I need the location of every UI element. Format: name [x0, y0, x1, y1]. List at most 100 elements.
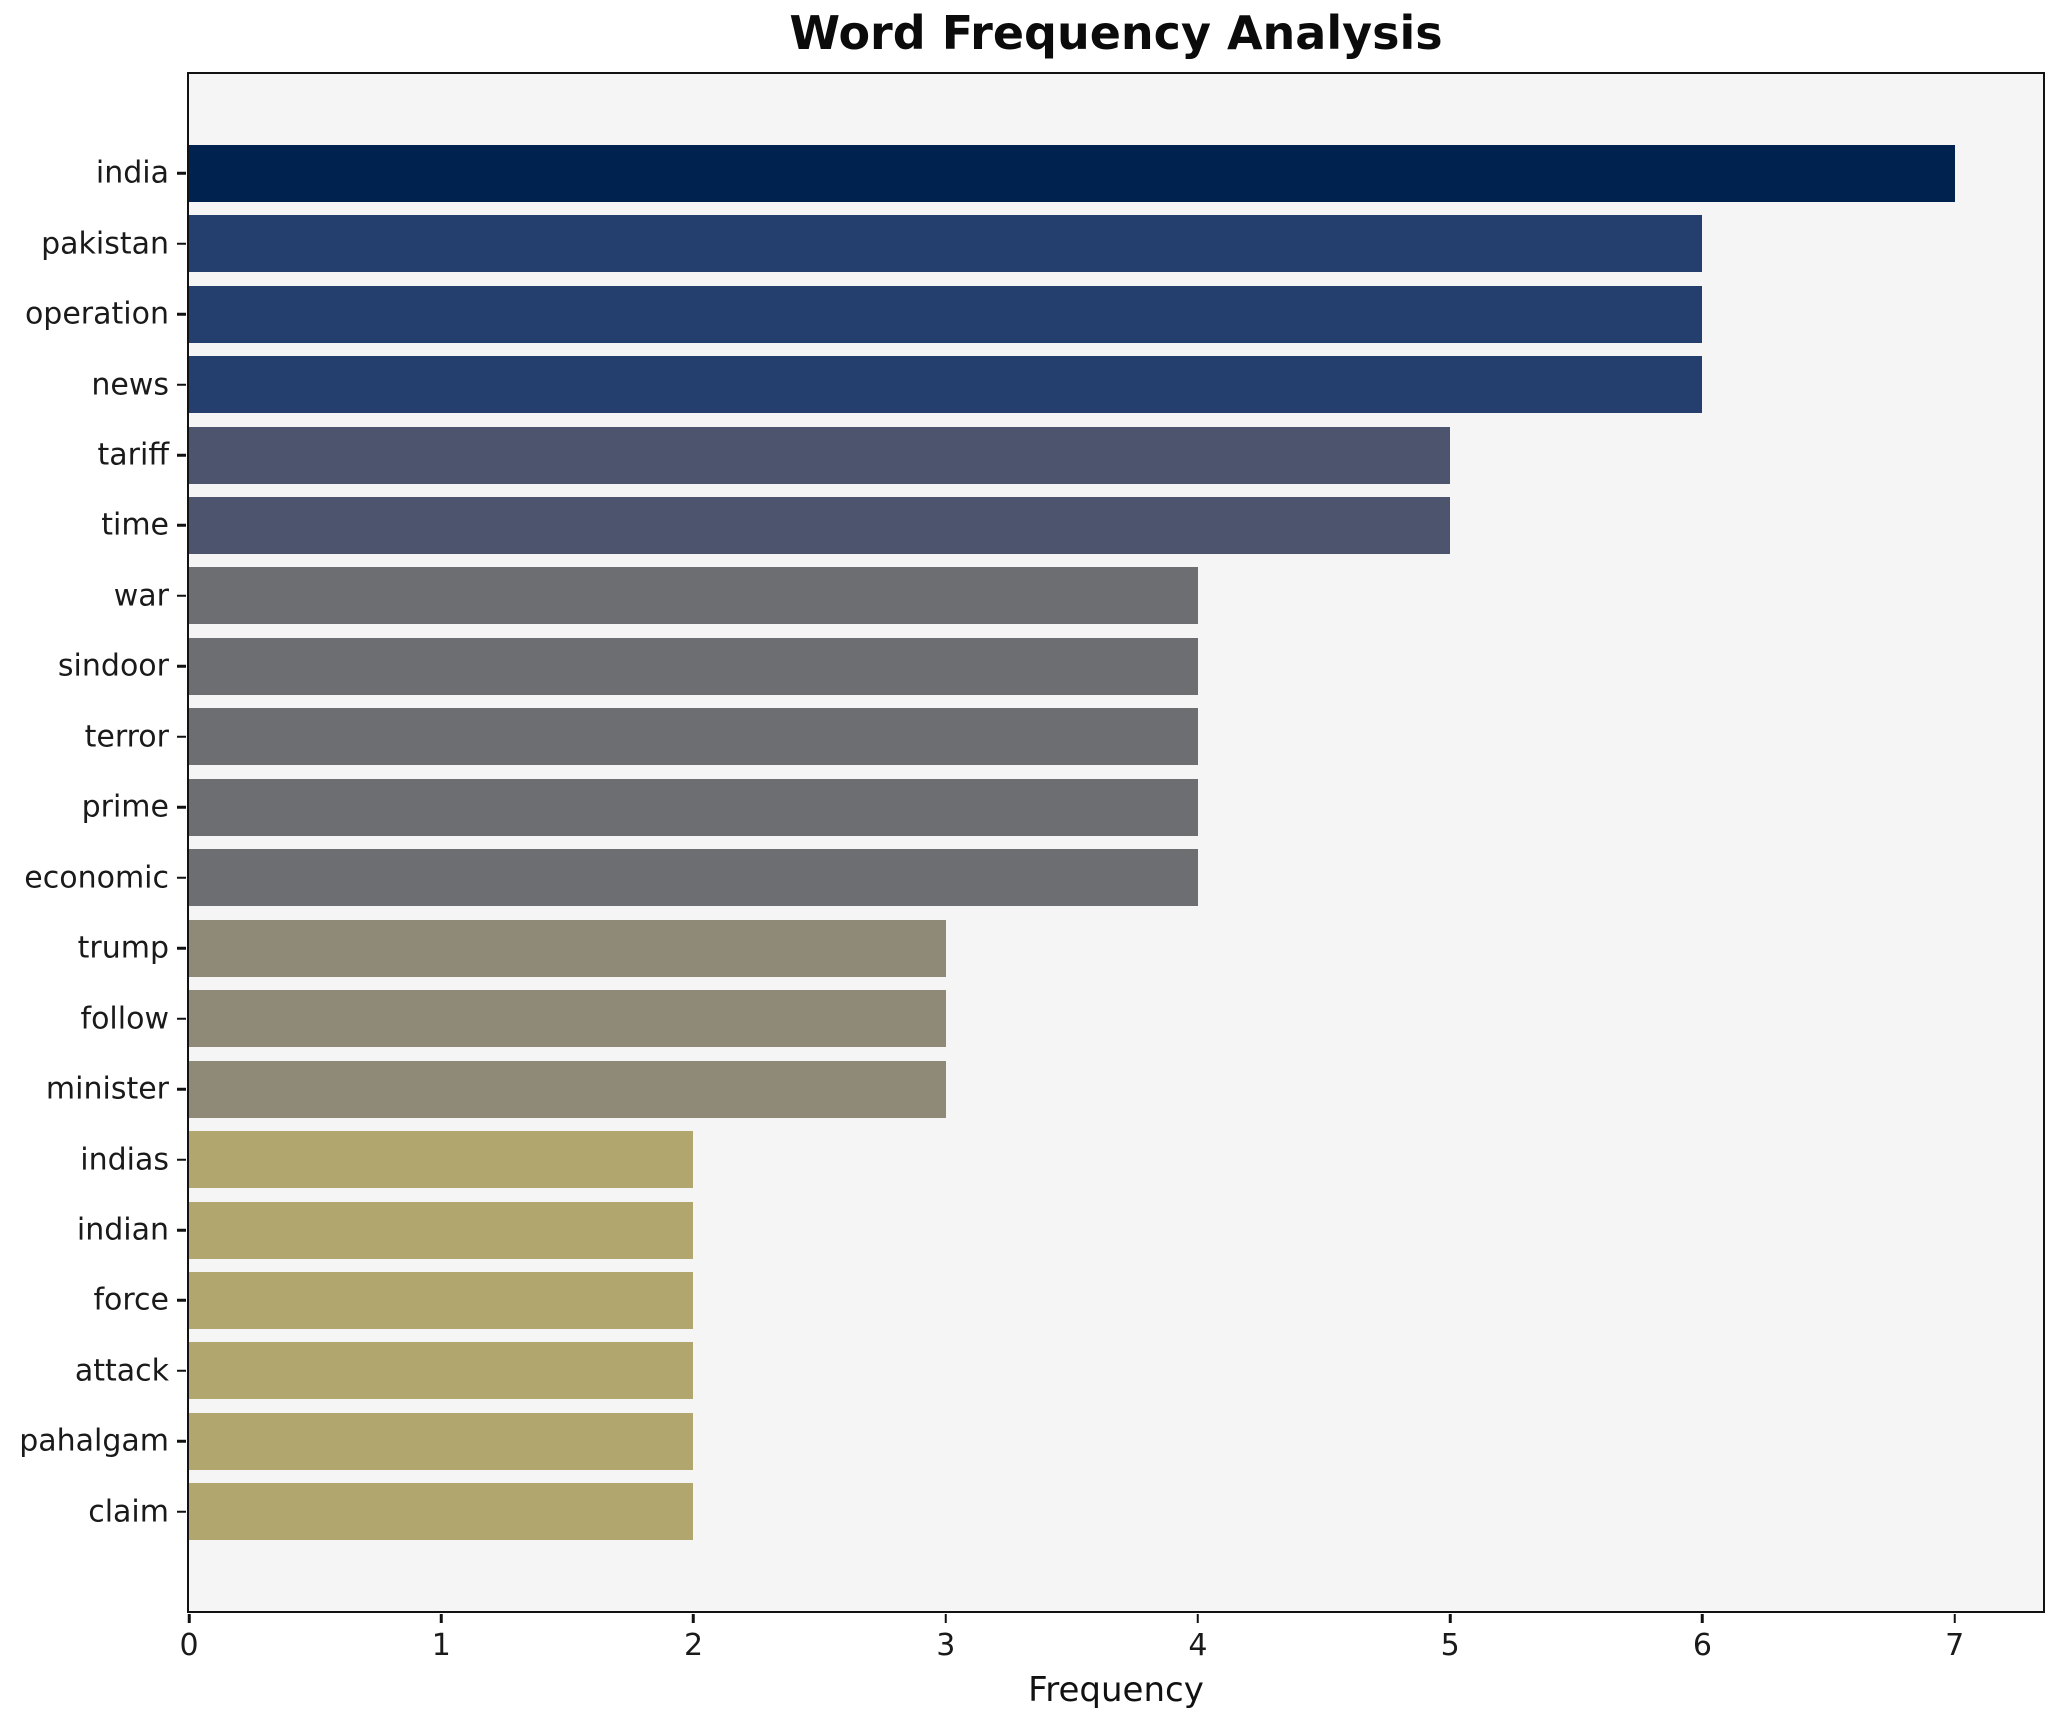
- y-tick-label: attack: [74, 1353, 169, 1389]
- bars-container: india pakistan operation news tariff time war s…: [19, 138, 2043, 1547]
- y-tick-mark: [177, 665, 186, 668]
- y-tick-mark: [177, 1017, 186, 1020]
- y-tick-mark: [177, 1299, 186, 1302]
- y-tick-label: operation: [24, 296, 169, 332]
- y-tick-mark: [177, 1440, 186, 1443]
- bar-row: indian: [77, 1195, 2043, 1265]
- bar-row: trump: [78, 913, 2043, 983]
- bar: [189, 1201, 694, 1259]
- bar-row: tariff: [98, 420, 2043, 490]
- bar-row: indias: [80, 1124, 2043, 1194]
- x-tick-mark: [1196, 1613, 1200, 1623]
- y-tick-mark: [177, 1369, 186, 1373]
- x-tick-label: 1: [431, 1627, 451, 1663]
- bar-row: prime: [82, 772, 2043, 842]
- y-tick-label: war: [113, 578, 169, 614]
- bar: [189, 1271, 694, 1329]
- bar: [189, 919, 946, 977]
- bar-row: follow: [81, 983, 2043, 1053]
- y-tick-label: indian: [76, 1212, 169, 1248]
- y-tick-mark: [177, 383, 186, 386]
- y-tick-label: terror: [84, 719, 169, 755]
- y-tick-label: tariff: [97, 437, 169, 473]
- y-tick-mark: [177, 524, 186, 527]
- bar: [189, 849, 1198, 907]
- x-tick-label: 2: [683, 1627, 704, 1663]
- y-tick-label: indias: [80, 1142, 169, 1178]
- y-tick-mark: [177, 171, 186, 175]
- bar: [189, 778, 1198, 836]
- y-tick-mark: [177, 594, 186, 598]
- x-tick-mark: [944, 1613, 947, 1623]
- y-tick-label: india: [95, 155, 169, 191]
- bar-row: sindoor: [58, 631, 2043, 701]
- bar: [189, 285, 1703, 343]
- y-tick-mark: [177, 735, 186, 739]
- x-tick-label: 6: [1692, 1627, 1713, 1663]
- y-tick-label: trump: [77, 930, 169, 966]
- y-tick-label: prime: [81, 789, 169, 825]
- bar-row: pahalgam: [19, 1406, 2043, 1476]
- bar: [189, 1131, 694, 1189]
- bar-row: time: [101, 490, 2043, 560]
- bar-row: operation: [25, 279, 2043, 349]
- y-tick-label: follow: [80, 1001, 169, 1037]
- bar-row: force: [93, 1265, 2043, 1335]
- y-tick-label: force: [93, 1282, 169, 1318]
- chart-title: Word Frequency Analysis: [789, 6, 1443, 60]
- y-tick-label: economic: [24, 860, 169, 896]
- y-tick-label: minister: [45, 1071, 169, 1107]
- bar: [189, 426, 1451, 484]
- x-tick-label: 3: [936, 1627, 956, 1663]
- bar-row: pakistan: [41, 208, 2043, 278]
- y-tick-label: time: [101, 507, 169, 543]
- bar: [189, 708, 1198, 766]
- x-tick-mark: [439, 1613, 443, 1623]
- y-tick-label: pakistan: [41, 226, 169, 262]
- y-tick-mark: [177, 453, 186, 457]
- bar-row: terror: [85, 702, 2043, 772]
- bar-row: attack: [75, 1336, 2043, 1406]
- y-tick-label: claim: [88, 1494, 169, 1530]
- bar-row: economic: [24, 843, 2043, 913]
- bar-row: war: [114, 561, 2043, 631]
- y-tick-mark: [177, 806, 186, 809]
- x-tick-label: 7: [1945, 1627, 1965, 1663]
- y-tick-label: sindoor: [57, 648, 169, 684]
- bar-row: india: [96, 138, 2043, 208]
- bar: [189, 144, 1955, 202]
- y-tick-mark: [177, 946, 186, 950]
- x-tick-label: 5: [1440, 1627, 1460, 1663]
- bar: [189, 1483, 694, 1541]
- x-tick-mark: [1701, 1613, 1704, 1623]
- bar: [189, 1060, 946, 1118]
- x-tick-label: 4: [1188, 1627, 1208, 1663]
- bar-row: minister: [46, 1054, 2043, 1124]
- bar: [189, 1412, 694, 1470]
- y-tick-mark: [177, 1510, 186, 1514]
- x-tick-mark: [1448, 1613, 1452, 1623]
- bar: [189, 1342, 694, 1400]
- y-tick-label: news: [91, 367, 169, 403]
- plot-area: india pakistan operation news tariff time war s…: [19, 72, 2045, 1710]
- x-tick-mark: [692, 1613, 695, 1623]
- x-axis: Frequency 0 1 2 3 4 5 6 7: [179, 1613, 2043, 1734]
- bar: [189, 496, 1451, 554]
- x-tick-label: 0: [179, 1627, 199, 1663]
- bar: [189, 215, 1703, 273]
- y-tick-mark: [177, 1158, 186, 1161]
- bar: [189, 567, 1198, 625]
- bar: [189, 356, 1703, 414]
- bar-row: claim: [88, 1477, 2043, 1547]
- y-tick-label: pahalgam: [19, 1423, 169, 1459]
- y-tick-mark: [177, 1228, 186, 1232]
- y-tick-mark: [177, 876, 186, 879]
- y-tick-mark: [177, 242, 186, 245]
- bar-row: news: [91, 349, 2043, 419]
- x-tick-mark: [1953, 1613, 1956, 1623]
- bar: [189, 637, 1198, 695]
- x-tick-mark: [187, 1613, 191, 1623]
- y-tick-mark: [177, 312, 186, 316]
- bar: [189, 990, 946, 1048]
